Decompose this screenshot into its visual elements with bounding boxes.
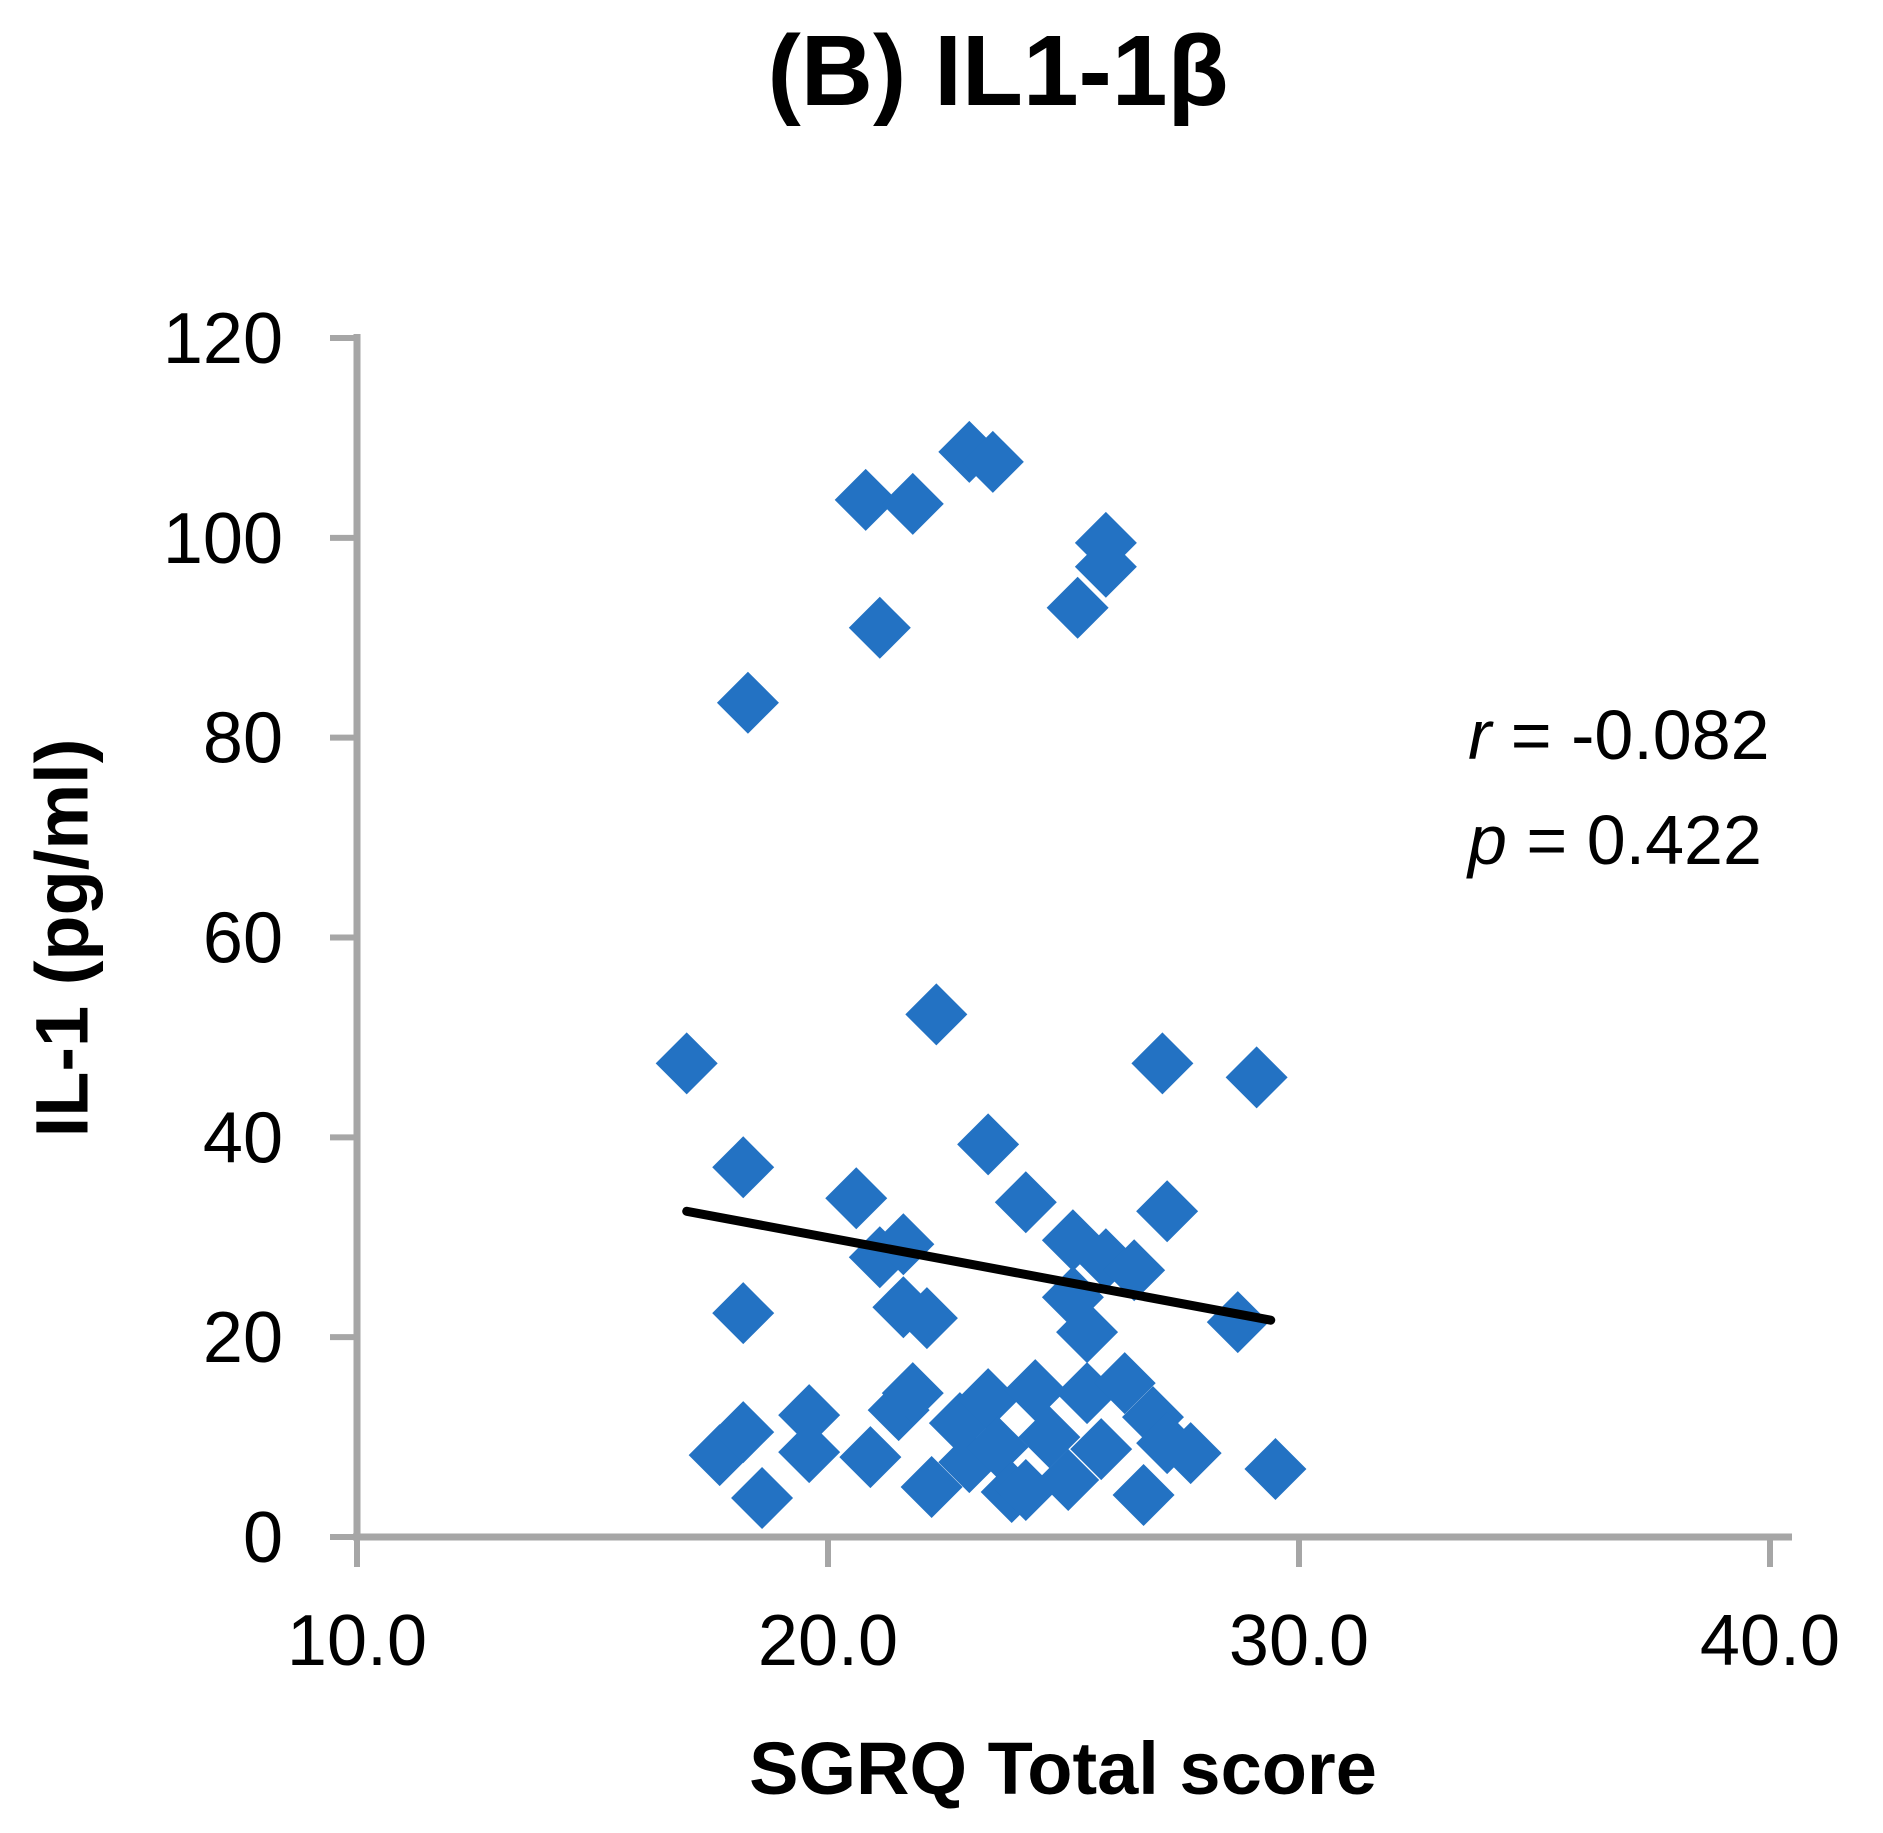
data-point-diamond <box>895 1287 958 1350</box>
data-point-diamond <box>712 1282 775 1345</box>
data-point-diamond <box>1159 1422 1222 1485</box>
trendline <box>682 1206 1276 1325</box>
axes <box>330 334 1792 1567</box>
data-point-diamond <box>839 1426 902 1489</box>
x-axis-title: SGRQ Total score <box>749 1727 1377 1810</box>
data-point-diamond <box>1131 1032 1194 1095</box>
y-axis-title: IL-1 (pg/ml) <box>20 738 104 1138</box>
data-point-diamond <box>872 1213 935 1276</box>
data-point-diamond <box>1103 1239 1166 1302</box>
data-point-diamond <box>905 983 968 1046</box>
data-point-diamond <box>1004 1359 1067 1422</box>
y-tick-label: 40 <box>203 1098 283 1178</box>
data-point-diamond <box>848 596 911 659</box>
data-point-diamond <box>961 430 1024 493</box>
data-point-diamond <box>881 1362 944 1425</box>
data-point-diamond <box>1136 1180 1199 1243</box>
y-tick-label: 80 <box>203 699 283 779</box>
data-point-diamond <box>712 1136 775 1199</box>
data-point-diamond <box>881 472 944 535</box>
data-point-diamond <box>1074 535 1137 598</box>
chart-title: (B) IL1-1β <box>767 15 1229 127</box>
x-tick-label: 30.0 <box>1229 1601 1369 1681</box>
data-point-diamond <box>957 1368 1020 1431</box>
data-point-diamond <box>1112 1464 1175 1527</box>
y-tick-label: 100 <box>163 499 283 579</box>
data-points <box>655 420 1307 1530</box>
y-tick-label: 0 <box>243 1498 283 1578</box>
stats-annotation: r = -0.082 p = 0.422 <box>1468 683 1770 893</box>
p-value-text: p = 0.422 <box>1468 801 1762 879</box>
y-tick-label: 20 <box>203 1298 283 1378</box>
data-point-diamond <box>1046 576 1109 639</box>
x-tick-label: 40.0 <box>1700 1601 1840 1681</box>
data-point-diamond <box>966 1416 1029 1479</box>
r-value-text: r = -0.082 <box>1468 696 1770 774</box>
data-point-diamond <box>1056 1301 1119 1364</box>
data-point-diamond <box>1070 1418 1133 1481</box>
data-point-diamond <box>1093 1352 1156 1415</box>
data-point-diamond <box>1225 1046 1288 1109</box>
y-tick-label: 120 <box>163 299 283 379</box>
data-point-diamond <box>655 1032 718 1095</box>
x-tick-label: 10.0 <box>287 1601 427 1681</box>
regression-line <box>682 1206 1276 1325</box>
data-point-diamond <box>778 1421 841 1484</box>
tick-labels: 0 20 40 60 80 100 120 10.0 20.0 30.0 40.0 <box>163 299 1840 1681</box>
data-point-diamond <box>716 671 779 734</box>
data-point-diamond <box>1244 1438 1307 1501</box>
data-point-diamond <box>825 1167 888 1230</box>
data-point-diamond <box>731 1467 794 1530</box>
data-point-diamond <box>834 468 897 531</box>
data-point-diamond <box>778 1384 841 1447</box>
data-point-diamond <box>1037 1449 1100 1512</box>
data-point-diamond <box>957 1113 1020 1176</box>
x-tick-label: 20.0 <box>758 1601 898 1681</box>
data-point-diamond <box>994 1459 1057 1522</box>
data-point-diamond <box>900 1456 963 1519</box>
data-point-diamond <box>712 1401 775 1464</box>
data-point-diamond <box>994 1171 1057 1234</box>
y-tick-label: 60 <box>203 899 283 979</box>
